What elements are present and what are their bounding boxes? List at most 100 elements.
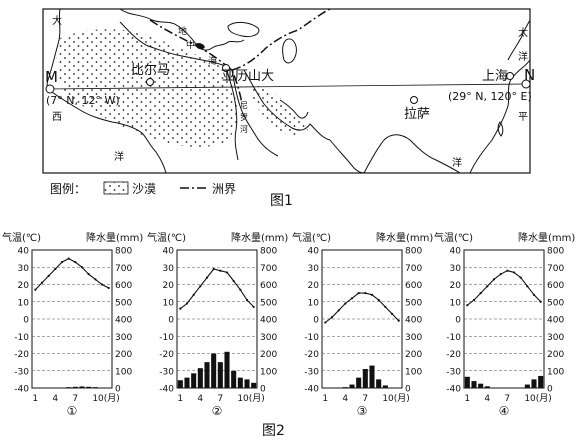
temp-tick-label: 10 <box>18 298 30 308</box>
temp-tick-label: 20 <box>163 281 175 291</box>
right-axis-title: 降水量(mm) <box>231 231 288 244</box>
temp-point <box>54 267 57 271</box>
precip-tick-label: 700 <box>547 264 564 274</box>
fig2-caption: 图2 <box>262 423 285 439</box>
temp-tick-label: -20 <box>159 350 174 360</box>
temp-point <box>87 273 90 276</box>
shanghai-marker <box>506 72 514 80</box>
precip-tick-label: 800 <box>405 247 422 257</box>
precip-tick-label: 100 <box>115 367 132 377</box>
temp-tick-label: 40 <box>163 247 175 257</box>
nile-label-3: 河 <box>240 124 248 134</box>
temp-tick-label: 20 <box>450 281 462 291</box>
temp-point <box>486 285 489 288</box>
precip-bar <box>86 386 92 388</box>
temp-point <box>479 292 482 295</box>
precip-bar <box>342 387 348 388</box>
precip-tick-label: 400 <box>547 316 564 326</box>
precip-tick-label: 400 <box>405 316 422 326</box>
right-axis-title: 降水量(mm) <box>86 231 143 244</box>
legend-title: 图例： <box>50 182 86 196</box>
legend-desert-swatch <box>103 181 129 195</box>
precip-tick-label: 200 <box>547 350 564 360</box>
precip-tick-label: 300 <box>405 333 422 343</box>
temp-point <box>192 293 195 296</box>
temp-tick-label: -10 <box>159 333 174 343</box>
temp-tick-label: 30 <box>308 264 320 274</box>
month-tick-label: 10(月) <box>524 393 551 404</box>
precip-tick-label: 500 <box>547 298 564 308</box>
precip-bar <box>231 370 237 388</box>
africa-coastline <box>46 8 167 174</box>
month-tick-label: 10(月) <box>92 393 119 404</box>
temp-curve <box>466 270 542 306</box>
mn-line <box>47 83 527 90</box>
temp-point <box>100 283 104 286</box>
east-asia-coast <box>469 59 531 174</box>
precip-tick-label: 700 <box>260 264 277 274</box>
temp-tick-label: -40 <box>446 385 461 395</box>
right-axis-title: 降水量(mm) <box>376 231 433 244</box>
point-n-coord: (29° N, 120° E) <box>448 90 532 103</box>
legend-boundary-label: 洲界 <box>212 182 236 196</box>
left-axis-title: 气温(℃) <box>2 231 41 244</box>
precip-bar <box>382 385 388 388</box>
temp-tick-label: -40 <box>304 385 319 395</box>
black-sea <box>227 21 260 37</box>
chart-number: ④ <box>499 404 510 418</box>
south-asia-coast <box>329 134 461 174</box>
temp-point <box>245 298 249 302</box>
month-tick-label: 1 <box>32 394 38 404</box>
temp-tick-label: -30 <box>304 367 319 377</box>
precip-tick-label: 100 <box>260 367 277 377</box>
precip-tick-label: 800 <box>260 247 277 257</box>
temp-point <box>390 312 394 315</box>
temp-point <box>330 316 334 319</box>
temp-tick-label: -30 <box>14 367 29 377</box>
med-sea-label-1: 地 <box>178 25 187 37</box>
precip-bar <box>197 368 203 388</box>
temp-point <box>324 321 327 324</box>
precip-bar <box>177 380 183 388</box>
point-m-coord: (7° N, 12° W) <box>46 94 120 107</box>
temp-tick-label: -30 <box>446 367 461 377</box>
precip-tick-label: 0 <box>260 385 266 395</box>
nile-label-2: 罗 <box>240 113 248 122</box>
temp-point <box>377 298 380 302</box>
atlantic-label-2: 西 <box>52 112 62 123</box>
precip-bar <box>237 377 243 388</box>
temp-tick-label: 0 <box>313 316 319 326</box>
lhasa-label: 拉萨 <box>404 107 430 122</box>
temp-point <box>232 279 235 283</box>
point-n-marker <box>521 79 531 89</box>
legend-desert-label: 沙漠 <box>132 182 156 196</box>
month-tick-label: 7 <box>504 394 510 404</box>
temp-point <box>519 276 522 279</box>
precip-tick-label: 600 <box>405 281 422 291</box>
temp-point <box>364 292 367 295</box>
precip-tick-label: 700 <box>115 264 132 274</box>
shanghai-label: 上海 <box>482 69 508 84</box>
temp-tick-label: 20 <box>18 281 30 291</box>
precip-tick-label: 400 <box>260 316 277 326</box>
red-sea-coast <box>231 69 279 157</box>
precip-bar <box>362 369 368 388</box>
temp-tick-label: -30 <box>159 367 174 377</box>
temp-tick-label: 40 <box>308 247 320 257</box>
med-sea-label-2: 中 <box>186 39 195 51</box>
precip-bar <box>478 383 484 388</box>
pacific-label-2: 洋 <box>518 50 528 63</box>
precip-bar <box>211 353 217 388</box>
month-tick-label: 10(月) <box>237 393 264 404</box>
temp-point <box>205 276 209 279</box>
temp-point <box>185 302 189 305</box>
temp-curve <box>179 268 255 310</box>
temp-tick-label: -40 <box>159 385 174 395</box>
month-tick-label: 7 <box>362 394 368 404</box>
temp-point <box>466 304 469 307</box>
atlantic-label-1: 大 <box>52 14 62 27</box>
temp-tick-label: 0 <box>168 316 174 326</box>
